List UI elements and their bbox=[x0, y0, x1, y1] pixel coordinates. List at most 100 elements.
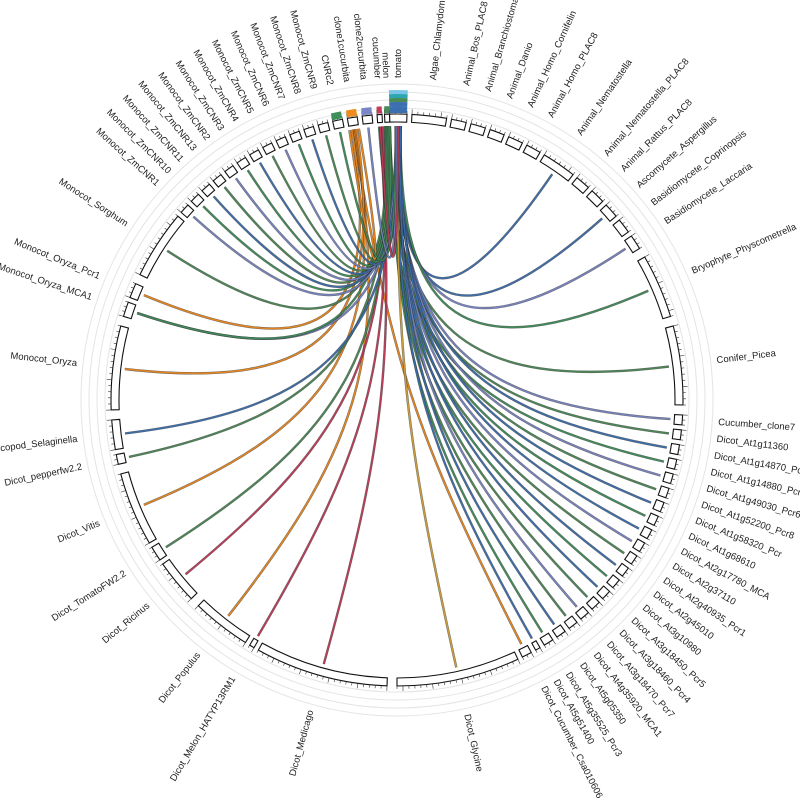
tick-mark bbox=[662, 506, 666, 509]
segment-label-melon: melon bbox=[379, 52, 391, 78]
ideogram-zmcnr3 bbox=[236, 156, 251, 171]
link-ribbon bbox=[124, 128, 365, 375]
segment-label-medicago: Dicot_Medicago bbox=[287, 709, 316, 778]
segment-label-oryza: Monocot_Oryza bbox=[10, 351, 79, 370]
tick-mark bbox=[673, 324, 679, 327]
ideogram-cnr2 bbox=[332, 118, 345, 130]
ideogram-physco bbox=[637, 256, 672, 320]
source-color-mark bbox=[384, 106, 390, 114]
tick-mark bbox=[455, 679, 457, 683]
ideogram-at40935 bbox=[623, 550, 638, 565]
ideogram-glycine bbox=[396, 651, 519, 687]
tick-mark bbox=[662, 292, 666, 295]
ideogram-laccaria bbox=[623, 235, 641, 254]
link-ribbons bbox=[124, 125, 671, 668]
tick-mark bbox=[655, 276, 659, 279]
link-ribbon bbox=[379, 125, 399, 258]
tick-mark bbox=[194, 605, 199, 610]
tick-mark bbox=[432, 683, 434, 689]
tick-mark bbox=[599, 602, 603, 606]
tick-mark bbox=[145, 257, 149, 260]
segment-ideograms bbox=[106, 90, 688, 691]
tick-mark bbox=[125, 300, 129, 303]
ideogram-zmcnr10 bbox=[190, 193, 205, 208]
tick-mark bbox=[125, 295, 131, 298]
tick-mark bbox=[326, 119, 329, 123]
ideogram-danio bbox=[486, 128, 505, 143]
tick-mark bbox=[670, 315, 674, 317]
tick-mark bbox=[243, 154, 246, 158]
tick-mark bbox=[218, 172, 222, 175]
ideogram-at14880 bbox=[666, 457, 678, 470]
segment-label-sorghum: Monocot_Sorghum bbox=[57, 176, 130, 229]
ideogram-at18460 bbox=[585, 595, 601, 610]
tomato-color-band bbox=[388, 90, 408, 95]
tick-mark bbox=[113, 342, 117, 344]
tick-mark bbox=[489, 124, 493, 130]
tick-mark bbox=[299, 669, 302, 675]
tick-mark bbox=[214, 621, 217, 625]
tick-mark bbox=[118, 314, 124, 317]
tick-mark bbox=[679, 444, 685, 446]
segment-label-cnr2: CNRc2 bbox=[318, 54, 335, 86]
ideogram-populus bbox=[197, 599, 251, 644]
tick-mark bbox=[490, 670, 493, 676]
tick-mark bbox=[139, 267, 143, 270]
tick-mark bbox=[628, 229, 631, 233]
tick-mark bbox=[508, 132, 511, 137]
tick-mark bbox=[564, 631, 569, 636]
ideogram-homo_corn bbox=[504, 136, 524, 151]
tick-mark bbox=[647, 260, 651, 263]
tick-mark bbox=[114, 459, 118, 461]
tick-mark bbox=[200, 609, 203, 613]
tick-mark bbox=[204, 613, 208, 617]
ideogram-asperg bbox=[599, 204, 617, 223]
ideogram-oryza_pcr1 bbox=[129, 282, 144, 302]
tick-mark bbox=[131, 517, 137, 520]
tick-mark bbox=[539, 647, 543, 653]
ideogram-tomato bbox=[388, 113, 408, 123]
tick-mark bbox=[580, 618, 583, 622]
ideogram-nema_plac8 bbox=[571, 176, 590, 195]
tick-mark bbox=[619, 579, 624, 584]
ideogram-at18470 bbox=[574, 605, 590, 620]
tick-mark bbox=[568, 628, 572, 631]
tomato-color-band bbox=[389, 98, 408, 103]
tick-mark bbox=[110, 348, 116, 350]
segment-label-melon_hatyp: Dicot_Melon_HATYP13RM1 bbox=[168, 675, 238, 784]
tick-mark bbox=[663, 502, 669, 505]
tick-mark bbox=[503, 131, 506, 135]
tick-mark bbox=[605, 201, 611, 206]
tick-mark bbox=[628, 567, 633, 572]
segment-label-tomato: tomato bbox=[393, 49, 404, 78]
tick-mark bbox=[138, 527, 142, 530]
ideogram-at51400 bbox=[531, 640, 541, 651]
tick-mark bbox=[484, 672, 486, 676]
tick-mark bbox=[602, 598, 606, 601]
tick-mark bbox=[166, 221, 171, 226]
ideogram-at49030 bbox=[662, 471, 674, 485]
tick-mark bbox=[668, 308, 674, 312]
tick-mark bbox=[209, 617, 212, 621]
tick-mark bbox=[646, 538, 650, 541]
tick-mark bbox=[261, 652, 264, 656]
tick-mark bbox=[676, 336, 680, 339]
segment-label-glycine: Dicot_Glycine bbox=[461, 713, 484, 773]
tick-mark bbox=[467, 677, 469, 681]
tick-mark bbox=[187, 197, 192, 202]
tick-mark bbox=[609, 206, 612, 209]
tick-mark bbox=[612, 210, 616, 213]
ideogram-vitis bbox=[120, 471, 157, 544]
tick-mark bbox=[668, 488, 674, 491]
tick-mark bbox=[267, 655, 269, 659]
source-color-mark bbox=[345, 108, 358, 118]
link-ribbon-outline bbox=[388, 126, 544, 634]
tick-mark bbox=[301, 124, 305, 130]
tick-mark bbox=[461, 678, 464, 684]
ideogram-cuc7 bbox=[673, 413, 684, 426]
tick-mark bbox=[679, 354, 685, 357]
tick-mark bbox=[563, 165, 566, 168]
ideogram-at35920 bbox=[563, 615, 578, 630]
tick-mark bbox=[114, 336, 118, 339]
tick-mark bbox=[151, 551, 155, 554]
